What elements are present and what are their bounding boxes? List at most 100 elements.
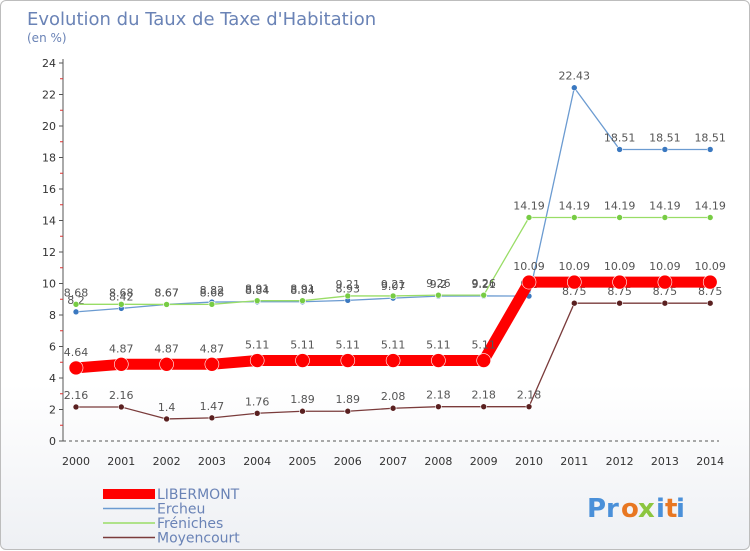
data-point [657, 274, 673, 290]
data-point [616, 299, 623, 307]
data-point [435, 291, 442, 299]
data-point [480, 291, 488, 299]
data-label: 8.68 [64, 286, 89, 299]
y-tick-label: 14 [42, 215, 56, 228]
data-point [435, 403, 442, 410]
data-label: 1.47 [200, 400, 225, 413]
data-label: 4.64 [64, 346, 89, 359]
data-label: 9.21 [336, 278, 361, 291]
data-label: 2.08 [381, 390, 406, 403]
data-point [249, 353, 265, 368]
data-point [72, 300, 80, 308]
legend-label: Ercheu [157, 502, 205, 518]
y-tick-label: 8 [49, 309, 56, 322]
data-label: 8.67 [154, 286, 179, 299]
y-tick-label: 24 [42, 57, 56, 70]
logo-letter: x [638, 494, 655, 524]
data-point [299, 297, 306, 304]
y-tick-label: 16 [42, 183, 56, 196]
data-point [706, 299, 714, 307]
x-tick-label: 2013 [651, 455, 679, 468]
data-label: 8.91 [290, 283, 315, 296]
legend-label: LIBERMONT [157, 487, 240, 503]
x-tick-label: 2012 [606, 455, 634, 468]
data-label: 2.18 [426, 389, 451, 402]
x-tick-label: 2006 [334, 455, 362, 468]
data-point [118, 403, 125, 411]
data-label: 5.11 [426, 339, 451, 352]
series-libermont: 4.64 4.87 4.87 4.87 5.11 5.11 5.11 5.11 5.11 5.11… [64, 260, 726, 376]
data-point [706, 214, 714, 221]
x-tick-label: 2002 [153, 455, 181, 468]
data-point [118, 300, 125, 308]
data-point [253, 409, 261, 417]
x-tick-label: 2003 [198, 455, 226, 468]
data-point [616, 214, 623, 221]
x-tick-label: 2011 [560, 455, 588, 468]
legend-label: Fréniches [157, 516, 223, 532]
data-label: 8.67 [154, 286, 179, 299]
data-point [163, 301, 170, 308]
data-point [480, 403, 488, 410]
data-point [340, 353, 356, 368]
x-tick-label: 2004 [243, 455, 271, 468]
data-label: 4.87 [200, 342, 225, 355]
data-label: 9.21 [471, 278, 496, 291]
data-point [344, 407, 352, 415]
data-label: 5.11 [290, 339, 315, 352]
y-tick-label: 22 [42, 89, 56, 102]
data-label: 14.19 [604, 200, 636, 213]
data-label: 9.21 [381, 278, 406, 291]
data-label: 8.68 [200, 286, 225, 299]
data-point [570, 214, 578, 221]
data-label: 8.82 [200, 284, 225, 297]
data-label: 1.89 [336, 393, 361, 406]
x-tick-label: 2010 [515, 455, 543, 468]
data-label: 9.2 [430, 278, 448, 291]
logo-letter: P [587, 494, 606, 524]
data-label: 4.87 [154, 342, 179, 355]
data-point [431, 353, 446, 368]
data-label: 9.26 [471, 277, 496, 290]
data-label: 8.75 [562, 285, 587, 298]
data-point [389, 404, 397, 412]
x-tick-label: 2005 [289, 455, 317, 468]
data-label: 8.2 [67, 294, 85, 307]
data-label: 8.75 [653, 285, 678, 298]
data-label: 10.09 [604, 260, 636, 273]
data-label: 10.09 [649, 260, 681, 273]
data-point [204, 356, 220, 372]
data-point [706, 146, 714, 153]
data-label: 8.93 [336, 282, 361, 295]
data-label: 8.68 [109, 286, 134, 299]
data-label: 10.09 [694, 260, 726, 273]
data-label: 8.84 [245, 284, 270, 297]
data-label: 18.51 [649, 131, 681, 144]
data-label: 1.76 [245, 395, 270, 408]
data-label: 1.89 [290, 393, 315, 406]
data-point [661, 146, 669, 153]
data-label: 8.91 [245, 283, 270, 296]
data-label: 8.75 [698, 285, 723, 298]
data-label: 2.16 [64, 389, 89, 402]
data-label: 18.51 [694, 131, 726, 144]
data-label: 10.09 [513, 260, 545, 273]
data-point [570, 84, 578, 92]
data-point [612, 274, 627, 290]
data-label: 5.11 [336, 339, 361, 352]
data-point [159, 356, 174, 372]
x-tick-label: 2001 [107, 455, 135, 468]
data-point [344, 292, 352, 300]
data-point [385, 353, 401, 368]
legend-label: Moyencourt [157, 531, 240, 547]
data-point [68, 360, 84, 376]
data-point [525, 403, 533, 410]
data-label: 14.19 [694, 200, 726, 213]
logo-letter: t [665, 494, 677, 524]
x-tick-label: 2008 [424, 455, 452, 468]
data-label: 5.11 [381, 339, 406, 352]
